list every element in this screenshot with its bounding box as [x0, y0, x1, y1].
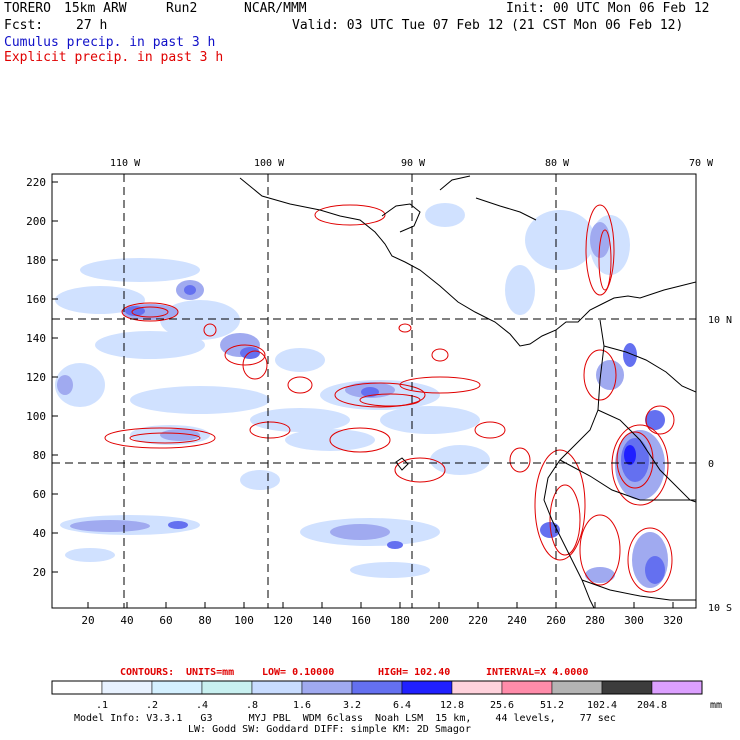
x-tick-label: 60 — [159, 614, 172, 627]
colorbar-cell — [651, 680, 703, 695]
colorbar-cell — [451, 680, 503, 695]
colorbar-label: 1.6 — [293, 700, 311, 711]
x-tick-label: 260 — [546, 614, 566, 627]
x-tick-label: 300 — [624, 614, 644, 627]
fcst-value: 27 h — [76, 18, 108, 33]
contour-units: UNITS=mm — [186, 667, 234, 678]
y-tick-label: 60 — [33, 488, 46, 501]
y-tick-label: 40 — [33, 527, 46, 540]
colorbar: .1.2.4.8 1.6 3.2 6.4 12.8 25.6 51.2 102.4 204.8 … — [51, 680, 722, 711]
y-tick-label: 100 — [26, 410, 46, 423]
y-tick-label: 140 — [26, 332, 46, 345]
colorbar-cell — [351, 680, 403, 695]
colorbar-label: .8 — [246, 700, 258, 711]
colorbar-label: 102.4 — [587, 700, 617, 711]
lon-label: 80 W — [545, 158, 570, 169]
colorbar-label: 12.8 — [440, 700, 464, 711]
andes-precip — [540, 343, 668, 588]
colorbar-cell — [401, 680, 453, 695]
x-tick-label: 20 — [81, 614, 94, 627]
coastlines — [239, 175, 696, 608]
colorbar-cell — [501, 680, 553, 695]
colorbar-unit: mm — [710, 700, 722, 711]
colorbar-label: .1 — [96, 700, 108, 711]
y-tick-label: 20 — [33, 566, 46, 579]
colorbar-label: .4 — [196, 700, 208, 711]
colorbar-cell — [151, 680, 203, 695]
x-tick-label: 220 — [468, 614, 488, 627]
grid-lines — [52, 174, 696, 608]
y-tick-label: 80 — [33, 449, 46, 462]
y-tick-label: 160 — [26, 293, 46, 306]
init-time: Init: 00 UTC Mon 06 Feb 12 — [506, 1, 710, 16]
colorbar-label: 3.2 — [343, 700, 361, 711]
x-tick-label: 240 — [507, 614, 527, 627]
x-tick-label: 40 — [120, 614, 133, 627]
x-tick-label: 280 — [585, 614, 605, 627]
x-tick-label: 200 — [429, 614, 449, 627]
colorbar-cells — [51, 680, 703, 695]
x-tick-label: 180 — [390, 614, 410, 627]
lon-labels: 110 W 100 W 90 W 80 W 70 W — [110, 158, 714, 169]
precip-field — [52, 174, 696, 608]
colorbar-label: .2 — [146, 700, 158, 711]
y-tick-labels: 220 200 180 160 140 120 100 80 60 40 20 — [26, 176, 46, 579]
lat-label: 10 S — [708, 603, 732, 614]
explicit-contours — [104, 204, 675, 593]
colorbar-cell — [551, 680, 603, 695]
colorbar-cell — [251, 680, 303, 695]
colorbar-label: 6.4 — [393, 700, 411, 711]
x-tick-labels: 20 40 60 80 100 120 140 160 180 200 220 … — [81, 614, 683, 627]
colorbar-cell — [101, 680, 153, 695]
lon-label: 110 W — [110, 158, 141, 169]
colorbar-cell — [51, 680, 103, 695]
model-info: Model Info: V3.3.1 G3 MYJ PBL WDM 6class… — [74, 713, 616, 724]
y-tick-label: 220 — [26, 176, 46, 189]
x-tick-label: 100 — [234, 614, 254, 627]
y-tick-label: 180 — [26, 254, 46, 267]
colorbar-frame — [51, 680, 703, 695]
fcst-label: Fcst: — [4, 18, 44, 33]
field-explicit-title: Explicit precip. in past 3 h — [4, 50, 224, 65]
y-tick-label: 200 — [26, 215, 46, 228]
contour-info: CONTOURS: UNITS=mm LOW= 0.10000 HIGH= 10… — [120, 667, 588, 678]
x-tick-label: 320 — [663, 614, 683, 627]
map-frame — [51, 173, 697, 609]
contour-prefix: CONTOURS: — [120, 667, 174, 678]
x-tick-label: 140 — [312, 614, 332, 627]
cumulus-high — [125, 285, 403, 549]
colorbar-cell — [301, 680, 353, 695]
colorbar-labels: .1 .2 .4 .8 1.6 3.2 6.4 12.8 25.6 51.2 102.4 204.8 — [96, 700, 667, 711]
tick-marks — [52, 181, 674, 608]
lat-labels: 10 N 0 10 S — [708, 315, 732, 614]
x-tick-label: 120 — [273, 614, 293, 627]
colorbar-cell — [601, 680, 653, 695]
run-label: Run2 — [166, 1, 198, 16]
lon-label: 90 W — [401, 158, 426, 169]
colorbar-label: 204.8 — [637, 700, 667, 711]
valid-time: Valid: 03 UTC Tue 07 Feb 12 (21 CST Mon … — [292, 18, 684, 33]
cumulus-light — [55, 203, 630, 578]
org-label: NCAR/MMM — [244, 1, 307, 16]
colorbar-label: 51.2 — [540, 700, 564, 711]
x-tick-label: 80 — [198, 614, 211, 627]
lon-label: 100 W — [254, 158, 285, 169]
contour-high: HIGH= 102.40 — [378, 667, 450, 678]
x-tick-label: 160 — [351, 614, 371, 627]
lat-label: 0 — [708, 459, 714, 470]
contour-low: LOW= 0.10000 — [262, 667, 334, 678]
lat-label: 10 N — [708, 315, 732, 326]
physics-info: LW: Godd SW: Goddard DIFF: simple KM: 2D… — [188, 724, 471, 735]
model-name: TORERO — [4, 1, 51, 16]
colorbar-label: 25.6 — [490, 700, 514, 711]
colorbar-cell — [201, 680, 253, 695]
grid-label: 15km ARW — [64, 1, 127, 16]
contour-interval: INTERVAL=X 4.0000 — [486, 667, 588, 678]
y-tick-label: 120 — [26, 371, 46, 384]
field-cumulus-title: Cumulus precip. in past 3 h — [4, 35, 216, 50]
lon-label: 70 W — [689, 158, 714, 169]
